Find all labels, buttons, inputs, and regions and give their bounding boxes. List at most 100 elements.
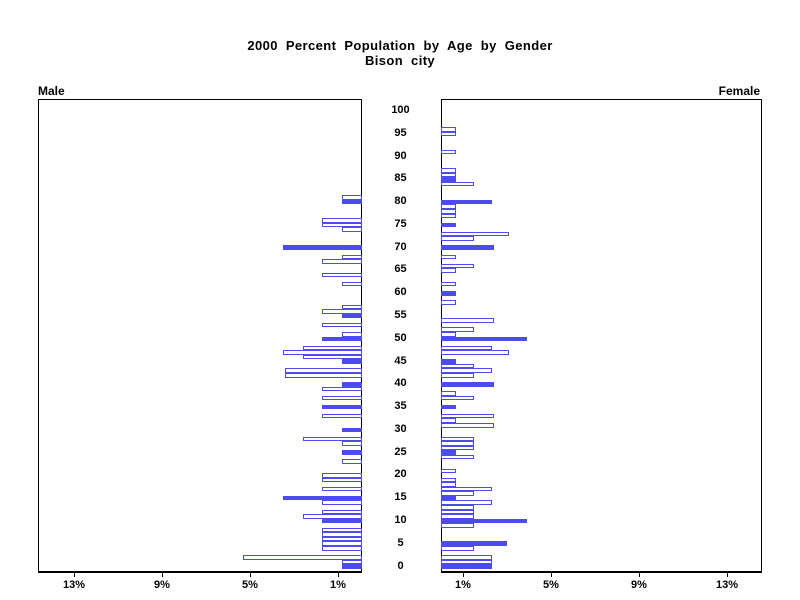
male-bar-age-14 — [322, 500, 362, 505]
female-pct-tick-label-1: 1% — [455, 579, 471, 591]
male-bar-age-81 — [342, 195, 362, 200]
male-pct-tick-label-5: 5% — [242, 579, 258, 591]
female-bar-age-35 — [441, 404, 457, 410]
female-bar-age-66 — [441, 263, 474, 269]
male-bar-age-74 — [342, 227, 362, 232]
male-bar-age-53 — [322, 322, 362, 328]
female-bar-age-45 — [441, 359, 457, 364]
male-bar-age-76 — [322, 218, 362, 223]
age-tick-label-0: 0 — [397, 559, 404, 572]
male-bar-age-0 — [342, 564, 362, 569]
female-bar-age-26 — [441, 445, 474, 451]
female-pct-tick-5 — [551, 571, 552, 577]
female-bar-age-1 — [441, 559, 492, 565]
male-bar-age-20 — [322, 473, 362, 478]
male-bar-age-12 — [322, 509, 362, 515]
female-bar-age-96 — [441, 127, 457, 132]
male-bar-age-40 — [342, 382, 362, 387]
male-bar-age-27 — [342, 441, 362, 446]
male-bar-age-37 — [322, 395, 362, 401]
female-bar-age-15 — [441, 495, 457, 501]
female-bar-age-32 — [441, 418, 457, 424]
male-pct-tick-9 — [162, 571, 163, 577]
age-tick-label-20: 20 — [394, 468, 407, 481]
female-bar-age-37 — [441, 395, 474, 401]
male-bar-age-45 — [342, 359, 362, 364]
female-bar-age-25 — [441, 450, 457, 455]
male-bar-age-15 — [282, 495, 362, 501]
female-bar-age-40 — [441, 382, 494, 387]
male-bar-age-28 — [302, 436, 362, 442]
male-pct-tick-5 — [250, 571, 251, 577]
age-tick-label-10: 10 — [394, 513, 407, 526]
age-tick-label-80: 80 — [394, 195, 407, 208]
chart-subtitle: Bison city — [364, 53, 436, 68]
male-bar-age-8 — [322, 527, 362, 533]
female-bar-age-65 — [441, 268, 457, 273]
male-bar-age-62 — [342, 281, 362, 287]
male-bar-age-11 — [302, 514, 362, 519]
chart-title-block: 2000 Percent Population by Age by Gender… — [0, 38, 800, 68]
female-bar-age-44 — [441, 363, 474, 369]
female-header-label: Female — [718, 84, 760, 98]
female-bar-age-24 — [441, 454, 474, 460]
female-bar-age-62 — [441, 281, 457, 287]
age-tick-label-100: 100 — [391, 104, 410, 117]
female-bar-age-31 — [441, 423, 494, 428]
age-tick-label-75: 75 — [394, 217, 407, 230]
female-bar-age-80 — [441, 199, 492, 205]
male-bar-age-80 — [342, 199, 362, 205]
male-bar-age-48 — [302, 345, 362, 351]
male-bar-age-39 — [322, 386, 362, 392]
age-tick-label-45: 45 — [394, 354, 407, 367]
male-bar-age-75 — [322, 222, 362, 228]
male-bar-age-2 — [243, 555, 362, 560]
female-bar-age-86 — [441, 172, 457, 178]
male-bar-age-5 — [322, 541, 362, 546]
male-bar-age-30 — [342, 427, 362, 433]
female-bar-age-87 — [441, 168, 457, 173]
male-bar-age-56 — [322, 309, 362, 314]
age-tick-label-30: 30 — [394, 422, 407, 435]
male-pct-tick-label-13: 13% — [62, 579, 86, 591]
female-pct-tick-label-13: 13% — [715, 579, 739, 591]
female-panel — [441, 99, 762, 573]
female-bar-age-60 — [441, 290, 457, 296]
male-bar-age-50 — [322, 336, 362, 342]
male-bar-age-35 — [322, 404, 362, 410]
female-bar-age-19 — [441, 477, 457, 483]
male-bar-age-33 — [322, 413, 362, 419]
female-bar-age-33 — [441, 413, 494, 419]
male-bar-age-7 — [322, 532, 362, 537]
male-bar-age-4 — [322, 546, 362, 551]
female-bar-age-77 — [441, 213, 457, 219]
male-bar-age-70 — [282, 245, 362, 250]
male-bar-age-67 — [322, 259, 362, 264]
male-bar-age-17 — [322, 486, 362, 492]
female-bar-age-73 — [441, 231, 510, 237]
female-bar-age-50 — [441, 336, 527, 342]
male-bar-age-43 — [285, 368, 362, 373]
male-bar-age-55 — [342, 313, 362, 319]
female-bar-age-51 — [441, 331, 457, 337]
age-tick-label-25: 25 — [394, 445, 407, 458]
male-bar-age-46 — [302, 354, 362, 360]
age-tick-label-70: 70 — [394, 240, 407, 253]
female-bar-age-11 — [441, 514, 474, 519]
female-pct-tick-1 — [463, 571, 464, 577]
age-tick-label-50: 50 — [394, 331, 407, 344]
age-tick-label-60: 60 — [394, 286, 407, 299]
female-bar-age-28 — [441, 436, 474, 442]
female-bar-age-70 — [441, 245, 494, 250]
female-bar-age-12 — [441, 509, 474, 515]
male-bar-age-10 — [322, 518, 362, 524]
male-bar-age-1 — [342, 559, 362, 565]
male-bar-age-51 — [342, 331, 362, 337]
female-bar-age-78 — [441, 209, 457, 214]
male-pct-tick-label-1: 1% — [330, 579, 346, 591]
female-bar-age-43 — [441, 368, 492, 373]
male-pct-tick-label-9: 9% — [154, 579, 170, 591]
male-bar-age-25 — [342, 450, 362, 455]
female-bar-age-10 — [441, 518, 527, 524]
female-pct-tick-label-5: 5% — [543, 579, 559, 591]
